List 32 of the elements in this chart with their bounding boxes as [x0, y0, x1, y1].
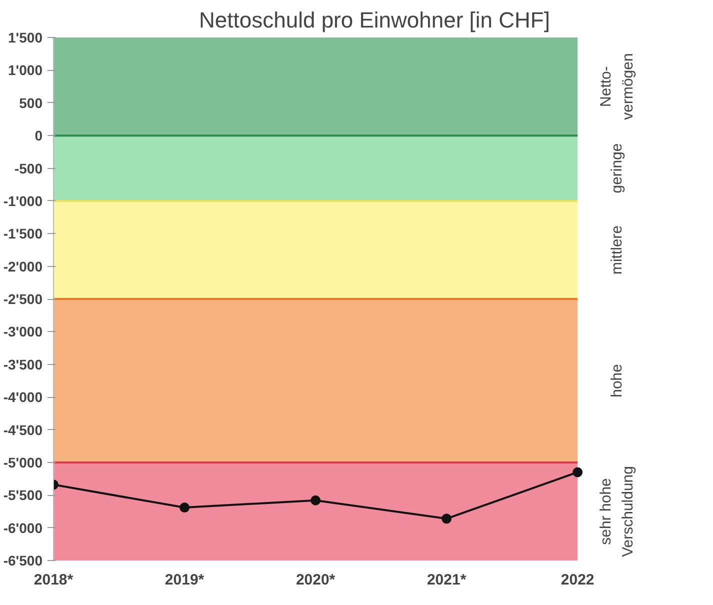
y-tick-label: -5'500 [3, 487, 43, 504]
band-label: mittlere [608, 225, 626, 275]
point [572, 467, 583, 478]
x-tick-label: 2019* [164, 572, 204, 588]
point [442, 514, 452, 524]
y-tick-label: -4'000 [3, 389, 43, 406]
x-tick-label: 2021* [426, 572, 466, 588]
chart-title: Nettoschuld pro Einwohner [in CHF] [199, 8, 550, 32]
y-tick-label: -5'000 [3, 454, 43, 470]
band-label: hohe [608, 364, 626, 398]
y-tick-label: -2'500 [3, 291, 43, 307]
y-tick-label: -1'500 [3, 226, 43, 242]
x-tick-label: 2018* [34, 572, 74, 588]
band-label: sehr hohe Verschuldung [597, 466, 637, 557]
point [180, 502, 190, 513]
y-tick-label: -3'500 [3, 356, 43, 372]
x-tick-label: 2022 [560, 572, 594, 588]
y-tick-label: 500 [19, 94, 43, 111]
y-tick-label: 0 [34, 128, 43, 144]
y-tick-label: 1'000 [8, 62, 43, 78]
y-tick-label: -2'000 [3, 258, 43, 274]
y-tick-label: -6'000 [3, 520, 43, 536]
y-tick-label: -3'000 [3, 324, 43, 340]
band-label: Netto- vermögen [597, 53, 637, 120]
x-tick-label: 2020* [296, 572, 336, 588]
y-tick-label: -500 [14, 160, 43, 176]
y-tick-label: 1'500 [8, 30, 43, 46]
y-tick-label: -4'500 [3, 422, 43, 438]
point [310, 495, 321, 506]
y-tick-label: -6'500 [3, 552, 43, 568]
y-tick-label: -1'000 [3, 192, 43, 209]
band-label: geringe [608, 143, 626, 194]
